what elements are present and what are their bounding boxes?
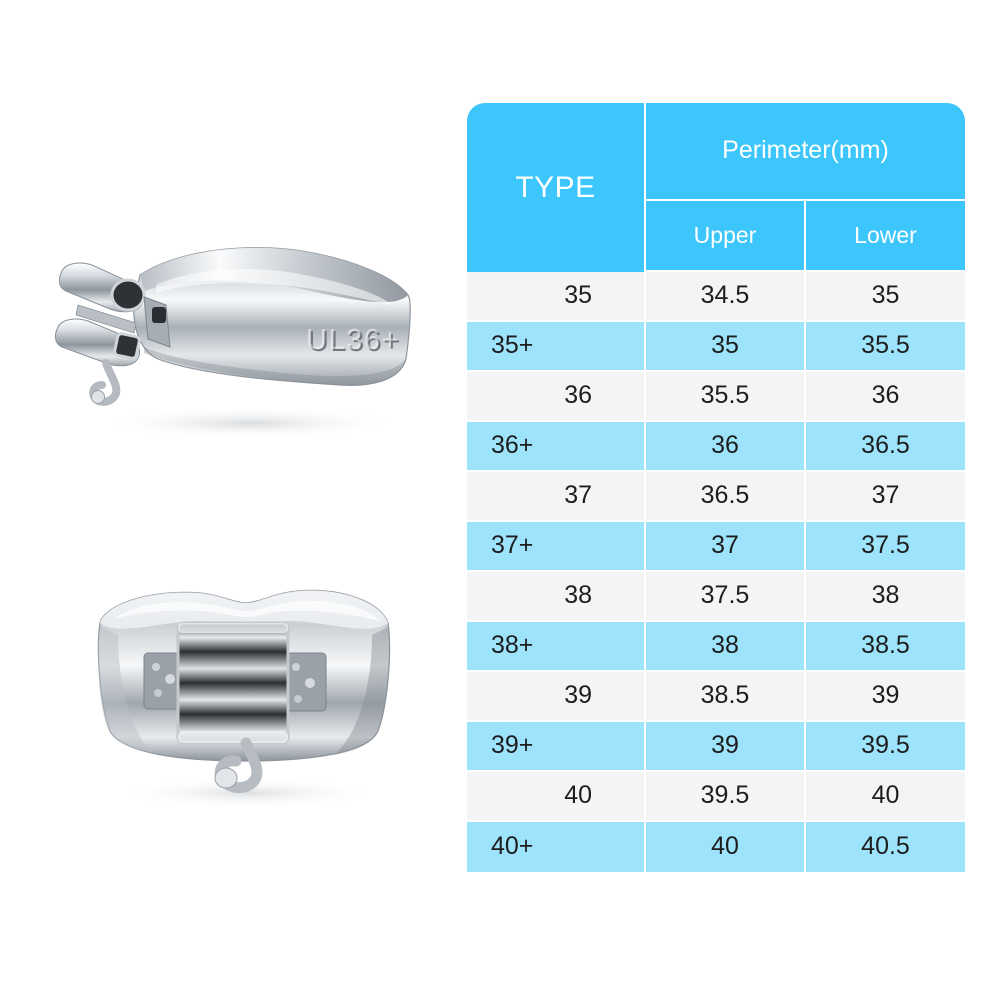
cell-upper: 38 — [646, 622, 806, 672]
table-row: 38+ 38 38.5 — [467, 622, 966, 672]
table-row: 35+ 35 35.5 — [467, 322, 966, 372]
cell-upper: 36.5 — [646, 472, 806, 522]
cell-type: 36+ — [467, 422, 646, 472]
product-photo-front — [70, 575, 415, 815]
cell-type: 39+ — [467, 722, 646, 772]
cell-upper: 38.5 — [646, 672, 806, 722]
cell-upper: 35.5 — [646, 372, 806, 422]
cell-type: 35 — [467, 272, 646, 322]
product-image-panel: UL36+ UL36+ — [0, 0, 460, 1000]
column-header-perimeter: Perimeter(mm) — [646, 103, 966, 201]
column-header-type: TYPE — [467, 103, 646, 272]
cell-lower: 40 — [806, 772, 966, 822]
cell-lower: 40.5 — [806, 822, 966, 872]
cell-lower: 36.5 — [806, 422, 966, 472]
cell-upper: 35 — [646, 322, 806, 372]
column-header-upper: Upper — [646, 201, 806, 272]
buccal-tube-assembly — [54, 262, 171, 406]
size-chart-table: TYPE Perimeter(mm) Upper Lower 35 34.5 35 3… — [467, 103, 966, 872]
cell-type: 38+ — [467, 622, 646, 672]
product-photo-angled: UL36+ UL36+ — [40, 235, 430, 445]
table-row: 37+ 37 37.5 — [467, 522, 966, 572]
cell-lower: 35 — [806, 272, 966, 322]
table-row: 36+ 36 36.5 — [467, 422, 966, 472]
column-header-lower: Lower — [806, 201, 966, 272]
table-row: 40+ 40 40.5 — [467, 822, 966, 872]
table-row: 39+ 39 39.5 — [467, 722, 966, 772]
table-row: 36 35.5 36 — [467, 372, 966, 422]
cell-lower: 39.5 — [806, 722, 966, 772]
cell-upper: 34.5 — [646, 272, 806, 322]
table-row: 40 39.5 40 — [467, 772, 966, 822]
cell-type: 40 — [467, 772, 646, 822]
svg-text:UL36+: UL36+ — [306, 324, 400, 356]
cell-type: 37 — [467, 472, 646, 522]
cell-type: 36 — [467, 372, 646, 422]
cell-lower: 36 — [806, 372, 966, 422]
table-row: 39 38.5 39 — [467, 672, 966, 722]
cell-upper: 39.5 — [646, 772, 806, 822]
cell-type: 38 — [467, 572, 646, 622]
cell-lower: 37 — [806, 472, 966, 522]
cell-type: 40+ — [467, 822, 646, 872]
cell-lower: 39 — [806, 672, 966, 722]
cell-type: 39 — [467, 672, 646, 722]
band-engraving-text: UL36+ — [308, 326, 402, 358]
cell-lower: 37.5 — [806, 522, 966, 572]
cell-upper: 36 — [646, 422, 806, 472]
table-row: 35 34.5 35 — [467, 272, 966, 322]
buccal-tube-block — [176, 621, 290, 745]
cell-upper: 40 — [646, 822, 806, 872]
cell-type: 37+ — [467, 522, 646, 572]
cell-upper: 39 — [646, 722, 806, 772]
table-header: TYPE Perimeter(mm) Upper Lower — [467, 103, 966, 272]
table-body: 35 34.5 35 35+ 35 35.5 36 35.5 36 36+ 36 36.5 37 36.5… — [467, 272, 966, 872]
cell-lower: 38 — [806, 572, 966, 622]
cell-upper: 37 — [646, 522, 806, 572]
cell-type: 35+ — [467, 322, 646, 372]
cell-lower: 35.5 — [806, 322, 966, 372]
table-row: 38 37.5 38 — [467, 572, 966, 622]
cell-lower: 38.5 — [806, 622, 966, 672]
cell-upper: 37.5 — [646, 572, 806, 622]
table-row: 37 36.5 37 — [467, 472, 966, 522]
